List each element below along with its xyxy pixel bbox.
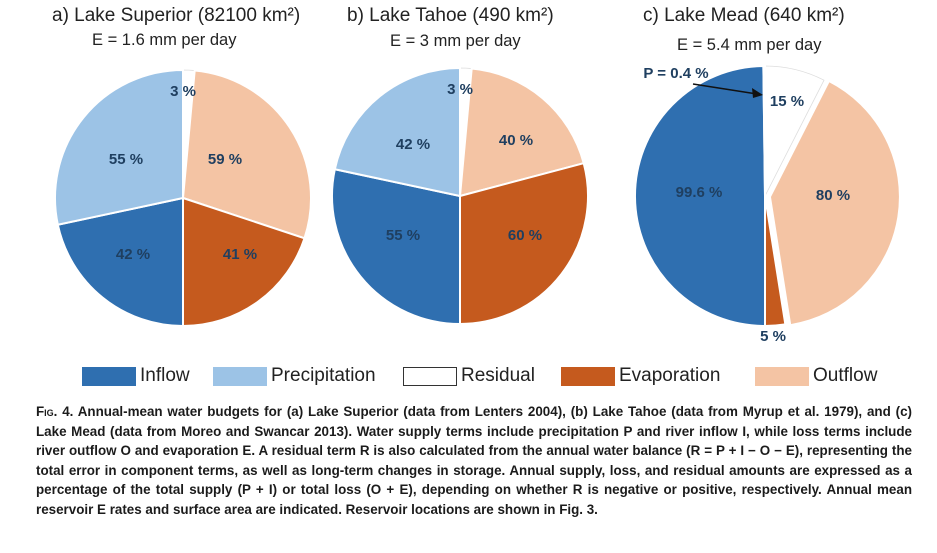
pie-slice-inflow: [331, 168, 461, 326]
legend-item-residual: Residual: [403, 362, 535, 390]
pie-slice-outflow: [768, 79, 901, 327]
legend-swatch-outflow: [755, 366, 809, 386]
legend-label-outflow: Outflow: [813, 365, 878, 386]
pie-slice-outflow: [181, 69, 312, 240]
pie-slice-evaporation: [182, 196, 306, 328]
chart-subtitle-mead: E = 5.4 mm per day: [677, 36, 822, 54]
slice-label-precipitation: P = 0.4 %: [643, 65, 708, 82]
legend-swatch-precipitation: [213, 366, 267, 386]
legend-label-residual: Residual: [461, 365, 535, 386]
pie-charts: 3 % 59 % 41 % 42 % 55 % 3 % 40 % 60 % 55 % 42 % 15…: [54, 64, 901, 345]
chart-title-tahoe: b) Lake Tahoe (490 km²): [347, 5, 554, 26]
slice-label-evaporation: 60 %: [508, 227, 542, 244]
figure-caption: Fig. 4. Annual-mean water budgets for (a…: [36, 402, 912, 520]
legend: Inflow Precipitation Residual Evaporatio…: [0, 362, 937, 390]
chart-title-superior: a) Lake Superior (82100 km²): [52, 5, 301, 26]
legend-item-inflow: Inflow: [82, 362, 190, 390]
annotation-arrow-head: [752, 88, 763, 98]
caption-figure-number: Fig. 4.: [36, 404, 74, 419]
pie-chart-0: 3 % 59 % 41 % 42 % 55 %: [54, 68, 312, 328]
legend-swatch-residual: [403, 366, 457, 386]
slice-label-precipitation: 42 %: [396, 136, 430, 153]
legend-label-evaporation: Evaporation: [619, 365, 721, 386]
annotation-arrow-line: [692, 83, 758, 95]
slice-label-evaporation: 5 %: [760, 328, 786, 345]
legend-item-precipitation: Precipitation: [213, 362, 376, 390]
pie-slice-inflow: [56, 196, 184, 328]
slice-label-outflow: 59 %: [208, 151, 242, 168]
slice-label-residual: 3 %: [447, 81, 473, 98]
caption-text: Annual-mean water budgets for (a) Lake S…: [36, 404, 912, 517]
slice-label-residual: 15 %: [770, 93, 804, 110]
chart-subtitle-superior: E = 1.6 mm per day: [92, 31, 237, 49]
pie-slice-precipitation: [762, 64, 766, 197]
pie-slice-precipitation: [333, 66, 461, 198]
pie-chart-1: 3 % 40 % 60 % 55 % 42 %: [331, 66, 589, 326]
legend-label-precipitation: Precipitation: [271, 365, 376, 386]
slice-label-outflow: 80 %: [816, 187, 850, 204]
pie-chart-2: 15 % 80 % 5 % 99.6 % P = 0.4 %: [634, 64, 901, 345]
chart-title-mead: c) Lake Mead (640 km²): [643, 5, 845, 26]
slice-label-inflow: 42 %: [116, 246, 150, 263]
slice-label-evaporation: 41 %: [223, 246, 257, 263]
pie-slice-precipitation: [54, 68, 184, 226]
slice-label-residual: 3 %: [170, 83, 196, 100]
legend-swatch-evaporation: [561, 366, 615, 386]
slice-label-precipitation: 55 %: [109, 151, 143, 168]
legend-item-outflow: Outflow: [755, 362, 877, 390]
slice-label-outflow: 40 %: [499, 132, 533, 149]
pie-slice-inflow: [634, 64, 766, 328]
pie-slice-evaporation: [459, 161, 589, 326]
pie-slice-outflow: [458, 67, 585, 198]
legend-item-evaporation: Evaporation: [561, 362, 720, 390]
legend-swatch-inflow: [82, 366, 136, 386]
chart-subtitle-tahoe: E = 3 mm per day: [390, 32, 521, 50]
slice-label-inflow: 55 %: [386, 227, 420, 244]
legend-label-inflow: Inflow: [140, 365, 190, 386]
slice-label-inflow: 99.6 %: [676, 184, 723, 201]
